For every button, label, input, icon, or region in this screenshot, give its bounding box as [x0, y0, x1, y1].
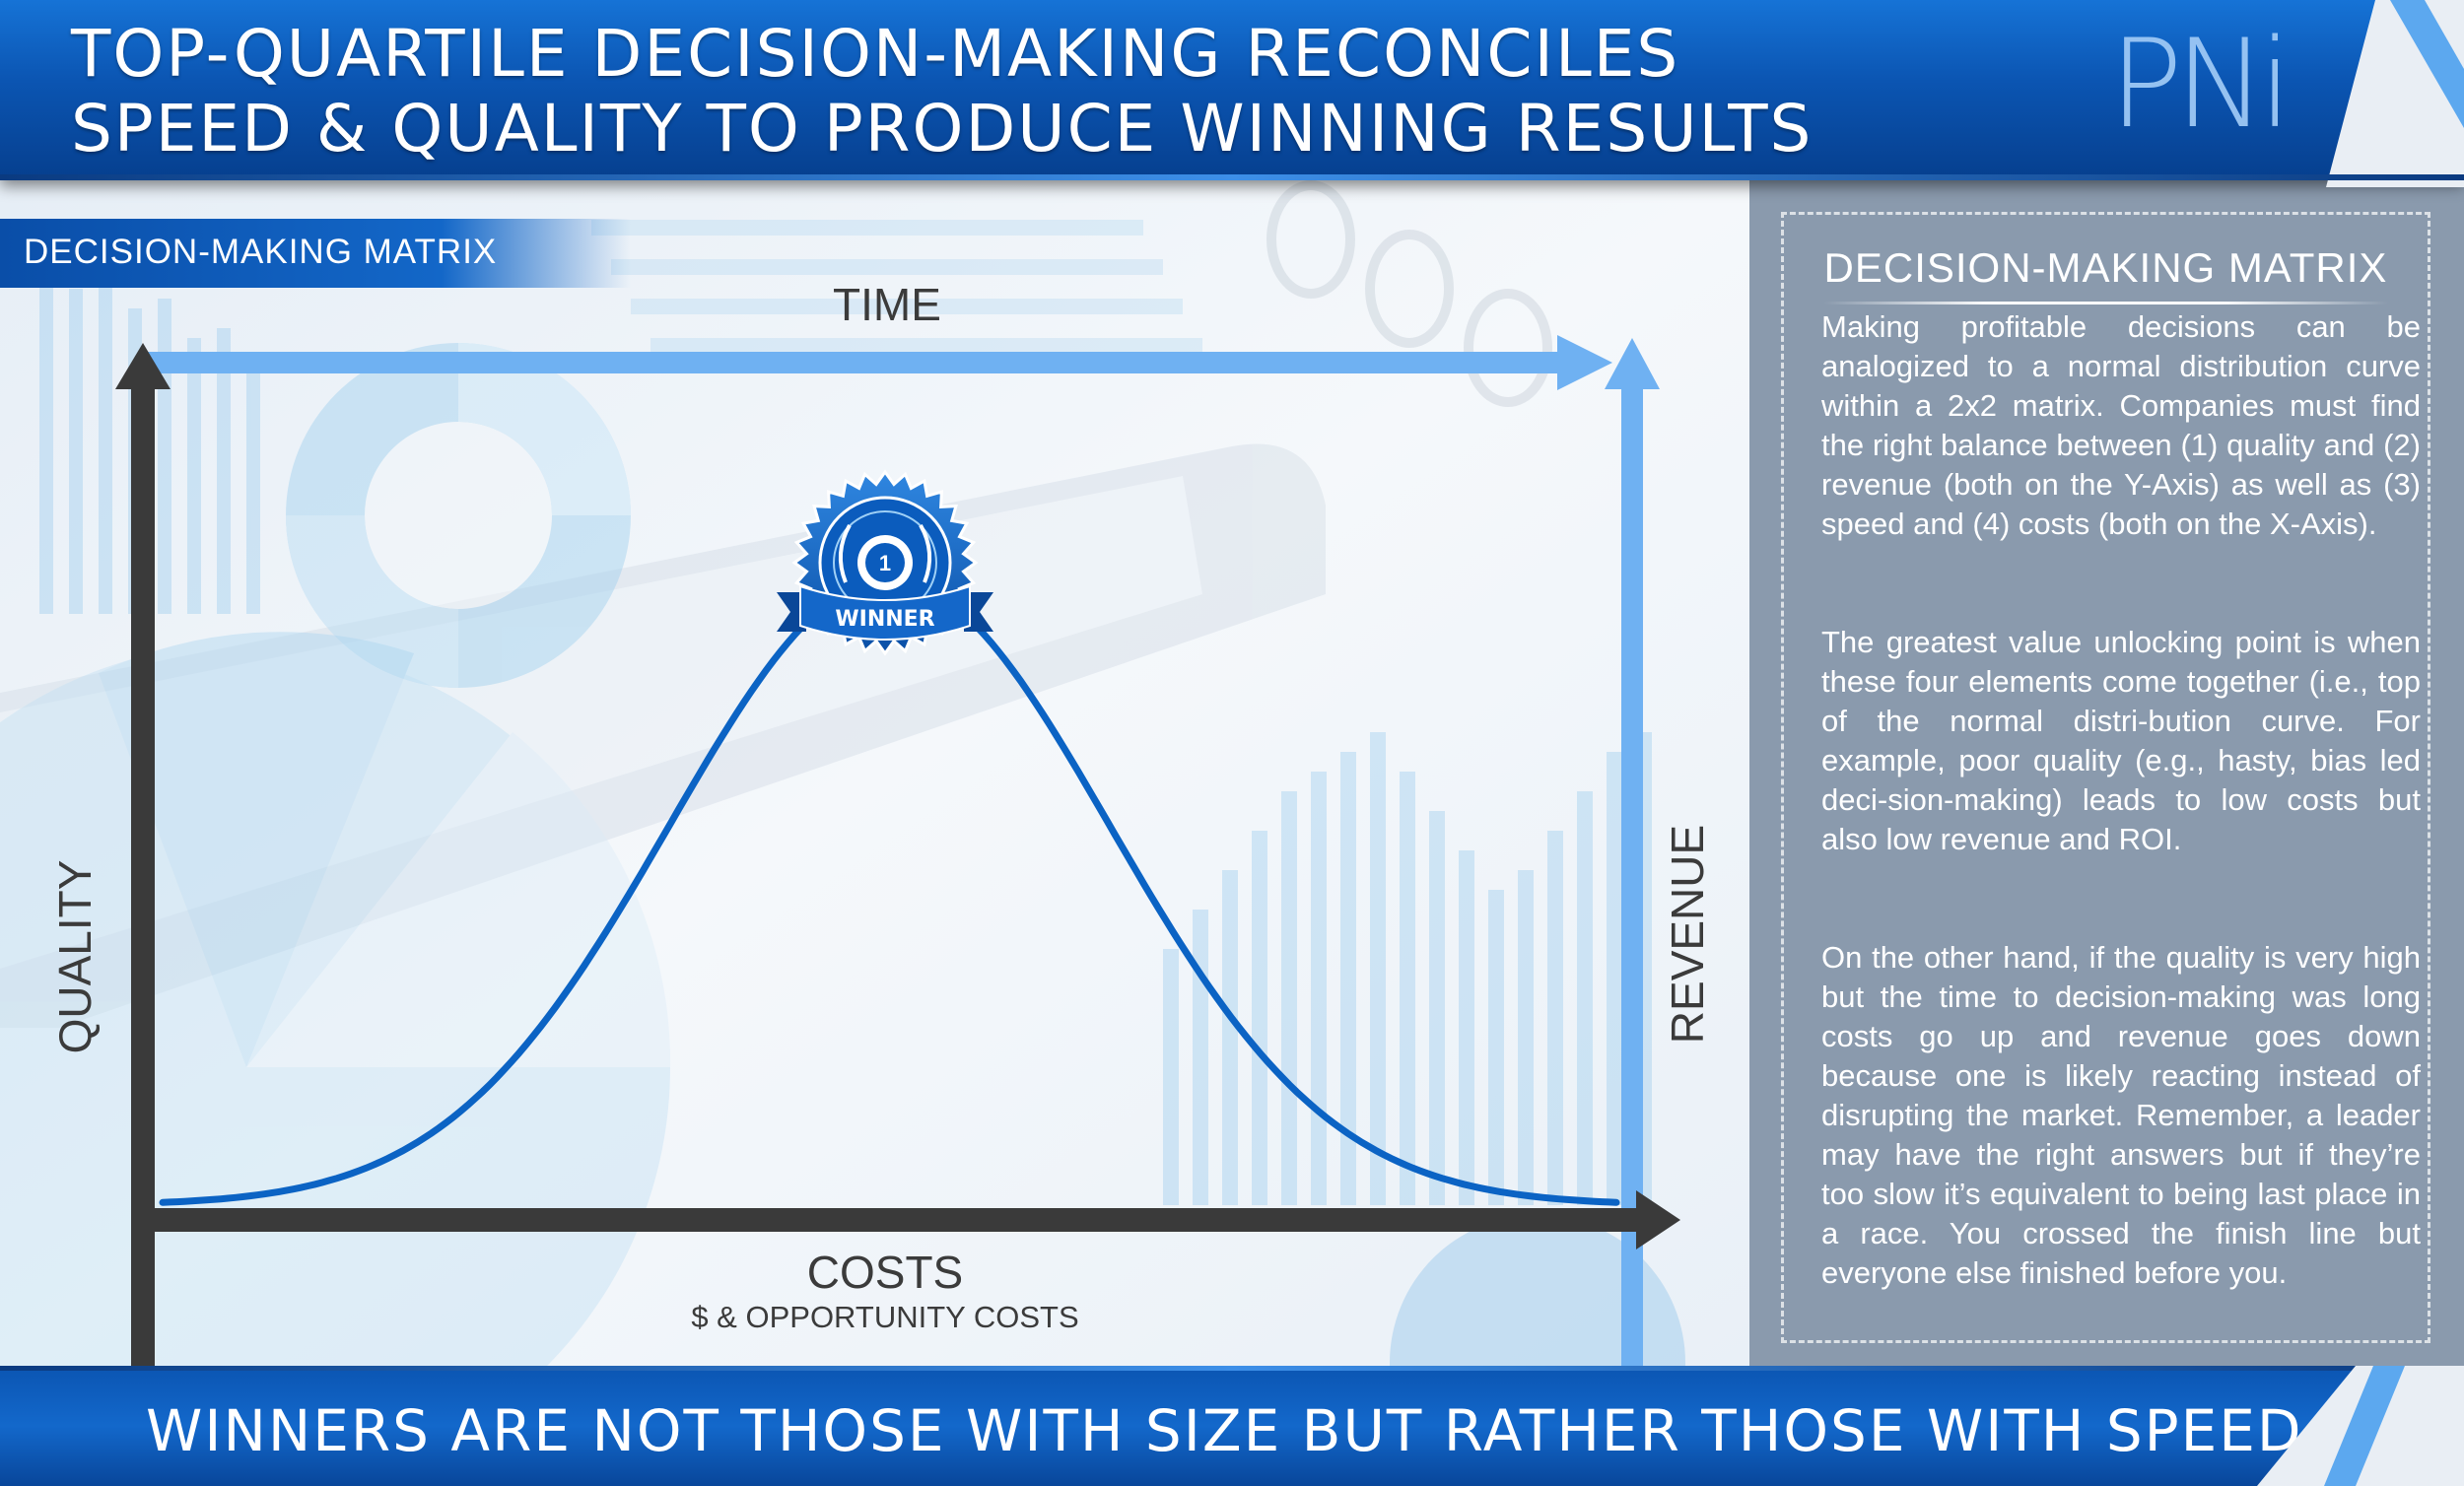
explanation-panel: DECISION-MAKING MATRIX Making profitable… [1749, 180, 2464, 1366]
revenue-label: REVENUE [1662, 825, 1713, 1044]
costs-axis-arrow [131, 1190, 1680, 1250]
panel-paragraph: Making profitable decisions can be analo… [1821, 309, 2421, 541]
panel-paragraph: On the other hand, if the quality is ver… [1821, 940, 2421, 1290]
costs-label: COSTS [807, 1247, 963, 1298]
binder-rings [1266, 180, 1552, 407]
logo: PNi [2109, 14, 2293, 162]
panel-paragraph: The greatest value unlocking point is wh… [1821, 625, 2421, 856]
logo-text: PNi [2109, 14, 2293, 156]
footer-banner: WINNERS ARE NOT THOSE WITH SIZE BUT RATH… [0, 1366, 2464, 1486]
pie-chart [0, 632, 671, 1366]
donut-chart [286, 343, 631, 688]
decision-matrix-diagram: 1 WINNER TIME QUALITY REVENUE COSTS $ & … [49, 279, 1713, 1366]
costs-sublabel: $ & OPPORTUNITY COSTS [691, 1300, 1078, 1334]
time-label: TIME [833, 279, 941, 330]
corner-streak-top [2326, 0, 2464, 187]
table-stripes [591, 220, 1202, 354]
quality-axis-arrow [115, 343, 171, 1366]
title-line-1: TOP-QUARTILE DECISION-MAKING RECONCILES [71, 16, 1680, 92]
winner-badge: 1 WINNER [777, 469, 993, 656]
badge-label: WINNER [835, 607, 934, 632]
pie-chart-right [1390, 1215, 1685, 1366]
time-axis-arrow [148, 335, 1612, 390]
panel-frame: DECISION-MAKING MATRIX Making profitable… [1781, 212, 2430, 1343]
badge-number: 1 [879, 551, 891, 575]
section-label: DECISION-MAKING MATRIX [24, 233, 498, 271]
footer-tagline: WINNERS ARE NOT THOSE WITH SIZE BUT RATH… [146, 1397, 2303, 1464]
header-banner: TOP-QUARTILE DECISION-MAKING RECONCILES … [0, 0, 2464, 187]
section-label-bar: DECISION-MAKING MATRIX [0, 219, 631, 288]
corner-streak-bottom [2257, 1366, 2464, 1486]
revenue-axis-arrow [1605, 338, 1660, 1366]
quality-label: QUALITY [49, 860, 101, 1054]
panel-title: DECISION-MAKING MATRIX [1823, 244, 2388, 291]
title-line-2: SPEED & QUALITY TO PRODUCE WINNING RESUL… [71, 91, 1814, 167]
normal-distribution-curve [159, 575, 1620, 1206]
panel-divider [1823, 302, 2388, 304]
